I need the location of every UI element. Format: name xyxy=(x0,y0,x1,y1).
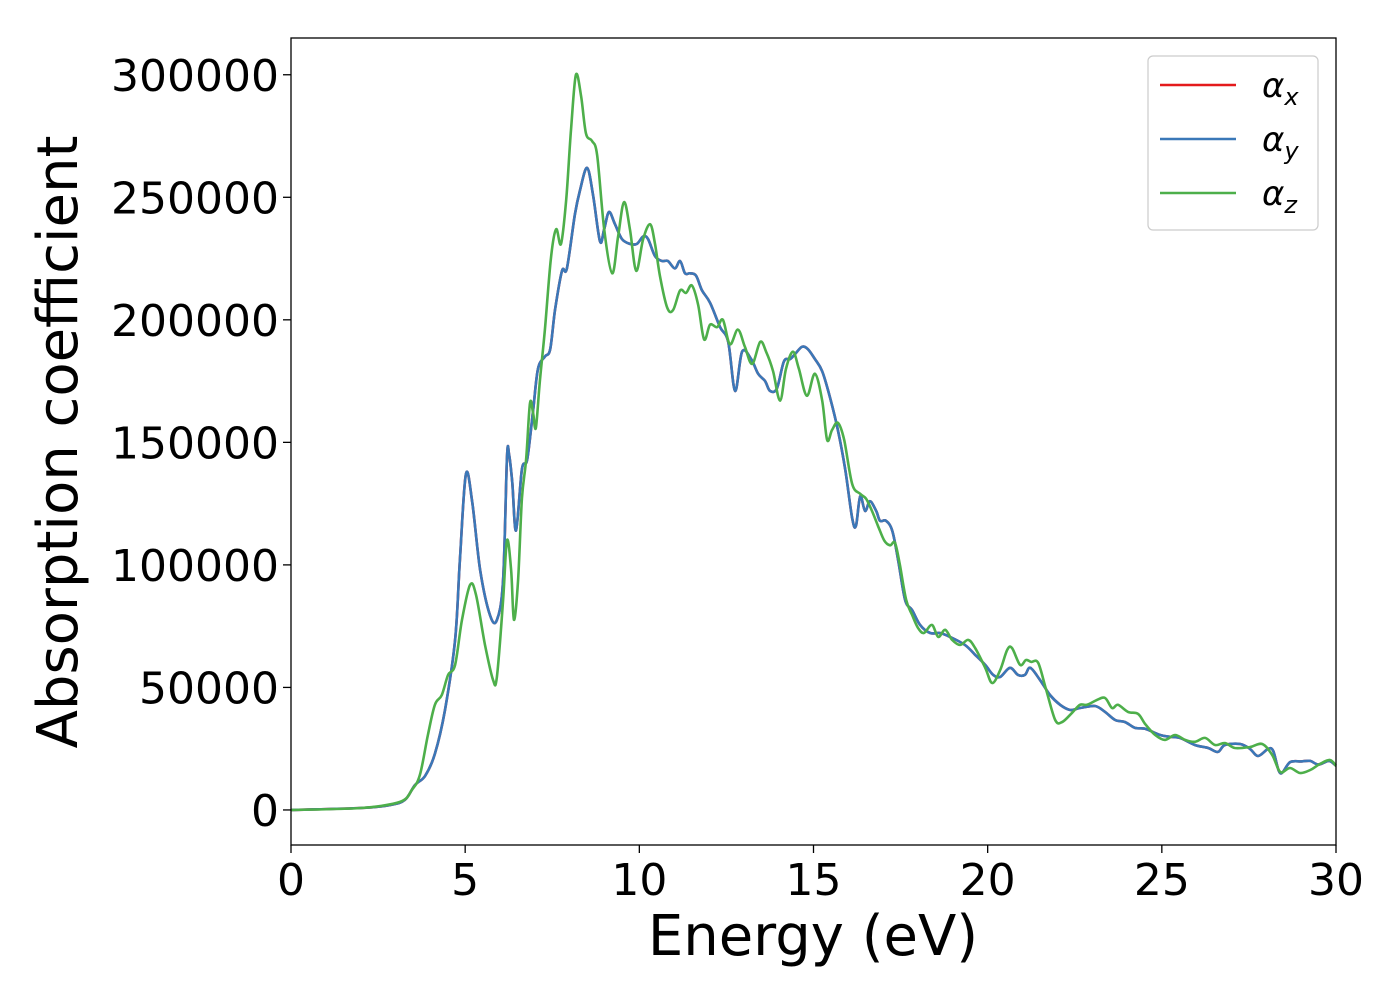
legend-label-subscript: y xyxy=(1283,137,1299,165)
x-tick-label: 15 xyxy=(786,855,842,906)
x-tick-label: 25 xyxy=(1134,855,1190,906)
legend-box xyxy=(1147,55,1319,231)
x-tick-label: 10 xyxy=(611,855,667,906)
series-layer xyxy=(290,72,1337,812)
y-tick-label: 250000 xyxy=(111,173,279,224)
legend-label-symbol: α xyxy=(1262,120,1284,160)
legend-label-alpha-y: αy xyxy=(1262,120,1299,165)
legend-label-subscript: z xyxy=(1283,191,1298,219)
y-axis-ticks: 0 50000 100000 150000 200000 250000 300000 xyxy=(111,51,291,837)
legend-label-subscript: x xyxy=(1283,83,1299,111)
legend-label-symbol: α xyxy=(1262,174,1284,214)
legend-label-alpha-z: αz xyxy=(1262,174,1298,219)
series-line-alpha-x xyxy=(290,166,1337,812)
x-axis-label: Energy (eV) xyxy=(648,904,978,969)
y-tick-label: 300000 xyxy=(111,51,279,102)
y-tick-label: 150000 xyxy=(111,418,279,469)
series-line-alpha-y xyxy=(290,166,1337,812)
series-line-alpha-z xyxy=(290,72,1337,812)
x-tick-label: 30 xyxy=(1308,855,1364,906)
y-axis-label: Absorption coefficient xyxy=(26,136,91,749)
y-tick-label: 100000 xyxy=(111,541,279,592)
y-tick-label: 0 xyxy=(251,786,279,837)
x-tick-label: 20 xyxy=(960,855,1016,906)
x-axis-ticks: 0 5 10 15 20 25 30 xyxy=(277,845,1364,906)
x-tick-label: 5 xyxy=(451,855,479,906)
legend-label-symbol: α xyxy=(1262,66,1284,106)
x-tick-label: 0 xyxy=(277,855,305,906)
y-tick-label: 200000 xyxy=(111,296,279,347)
y-tick-label: 50000 xyxy=(139,663,279,714)
legend-label-alpha-x: αx xyxy=(1262,66,1299,111)
